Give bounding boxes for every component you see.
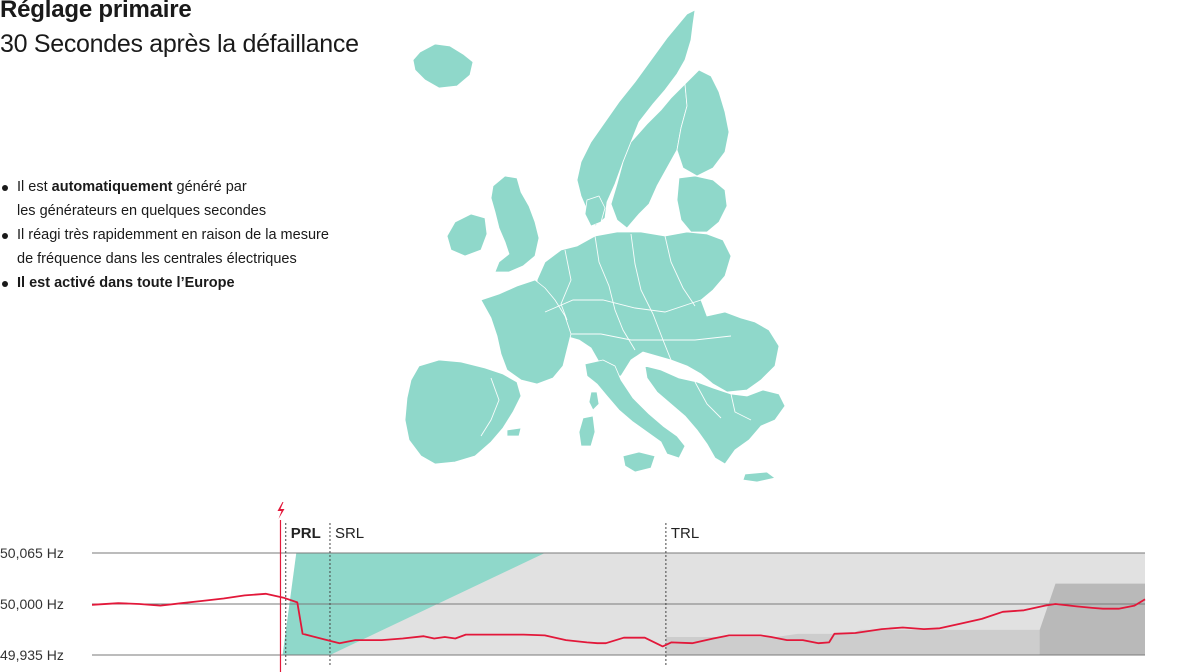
phase-label: TRL [671, 525, 699, 542]
country-shape [644, 365, 786, 465]
bullet-item: Il est automatiquement généré par les gé… [0, 175, 390, 223]
trl-reserve-band [1039, 583, 1145, 655]
bullet-list: Il est automatiquement généré par les gé… [0, 175, 390, 295]
bullet-bold-text: Il est activé dans toute l’Europe [17, 275, 235, 291]
bullet-item: Il réagi très rapidemment en raison de l… [0, 223, 390, 271]
bullet-bold-text: automatiquement [51, 179, 173, 195]
country-shape [490, 175, 540, 273]
country-shape [588, 391, 600, 411]
country-shape [412, 43, 474, 89]
country-shape [446, 213, 488, 257]
trl-reserve-band [665, 629, 1145, 655]
country-shape [676, 175, 728, 233]
bullet-item: Il est activé dans toute l’Europe [0, 271, 390, 295]
y-tick-label: 49,935 Hz [0, 647, 64, 663]
y-tick-label: 50,065 Hz [0, 545, 64, 561]
frequency-chart: PRL SRL TRL 50,065 Hz 50,000 Hz 49,935 Hz [0, 502, 1146, 672]
country-shape [584, 359, 686, 459]
country-shape [622, 451, 656, 473]
page-title: Réglage primaire [0, 0, 192, 23]
country-shape [506, 427, 522, 437]
country-shape [480, 279, 572, 385]
frequency-line [91, 592, 1146, 648]
bullet-text: les générateurs en quelques secondes [17, 203, 267, 219]
page-subtitle: 30 Secondes après la défaillance [0, 30, 359, 58]
bullet-text: de fréquence dans les centrales électriq… [17, 251, 297, 267]
phase-label: SRL [335, 525, 364, 542]
country-shape [576, 9, 696, 227]
bullet-text: généré par [172, 179, 247, 195]
country-shape [536, 231, 780, 393]
country-shape [742, 471, 776, 483]
lightning-icon [277, 502, 285, 519]
bullet-text: Il réagi très rapidemment en raison de l… [17, 227, 329, 243]
y-tick-label: 50,000 Hz [0, 596, 64, 612]
country-shape [676, 69, 730, 177]
country-shape [404, 359, 522, 465]
bullet-text: Il est [17, 179, 52, 195]
europe-map-icon [404, 9, 786, 483]
country-shape [610, 83, 688, 229]
country-shape [578, 415, 596, 447]
country-shape [584, 195, 606, 227]
phase-label: PRL [291, 525, 321, 542]
